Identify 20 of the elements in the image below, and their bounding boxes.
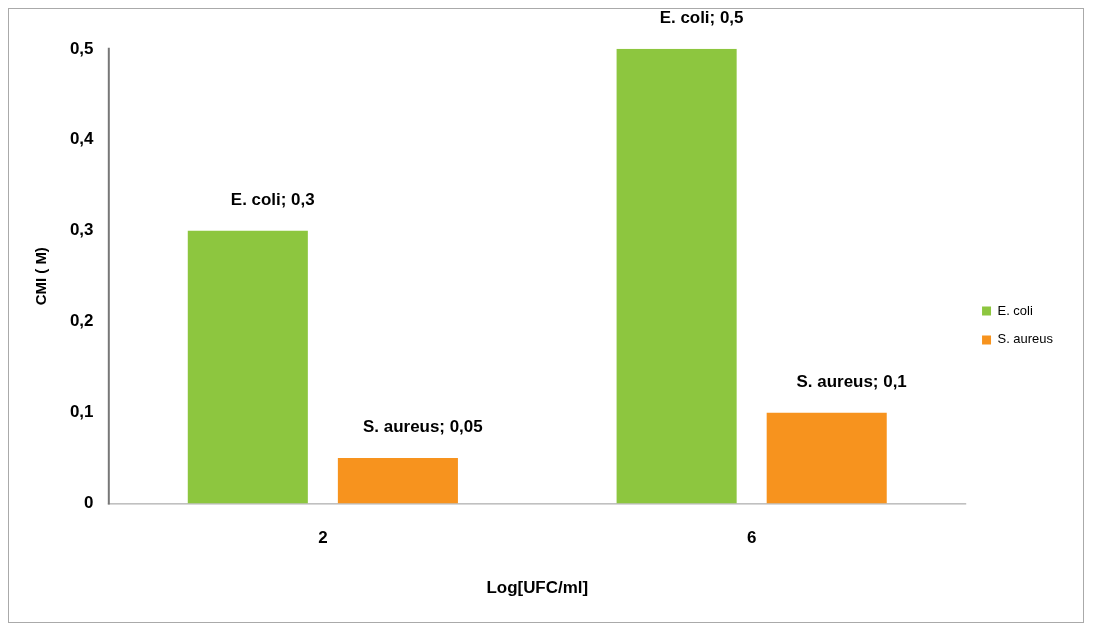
bar	[766, 412, 887, 504]
y-axis-title: CMI ( M)	[32, 247, 50, 306]
y-tick-label: 0,3	[69, 220, 94, 240]
bar	[187, 230, 308, 504]
bar	[616, 48, 737, 504]
x-axis-title: Log[UFC/ml]	[486, 577, 589, 597]
data-label: S. aureus; 0,1	[796, 371, 907, 391]
y-tick-label: 0,5	[69, 38, 94, 58]
legend-label: S. aureus	[997, 331, 1054, 347]
bar	[337, 458, 458, 504]
data-label: S. aureus; 0,05	[363, 417, 483, 437]
x-tick-label: 2	[318, 528, 328, 548]
y-tick-label: 0	[84, 493, 94, 513]
data-label: E. coli; 0,3	[230, 190, 315, 210]
y-tick-label: 0,4	[69, 129, 95, 149]
y-tick-label: 0,1	[69, 402, 94, 422]
x-tick-label: 6	[746, 528, 757, 548]
legend-label: E. coli	[997, 302, 1033, 318]
y-tick-label: 0,2	[69, 311, 94, 331]
data-label: E. coli; 0,5	[659, 8, 744, 28]
